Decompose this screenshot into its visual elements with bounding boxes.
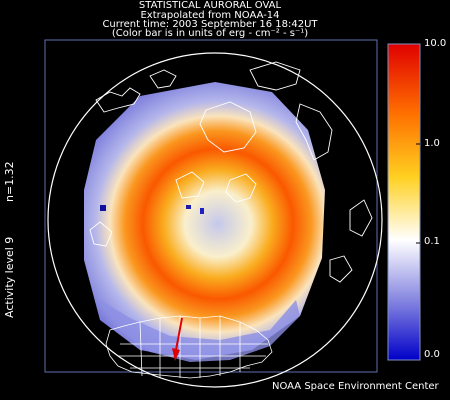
- plot-frame: [44, 39, 378, 373]
- colorbar-tick-1: 1.0: [424, 138, 440, 149]
- credit-text: NOAA Space Environment Center: [272, 381, 439, 392]
- colorbar-tick-min: 0.0: [424, 349, 440, 360]
- location-arrow: [172, 317, 183, 361]
- colorbar-tick-01: 0.1: [424, 236, 440, 247]
- units-line: (Color bar is in units of erg - cm⁻² - s…: [111, 28, 309, 39]
- map-title: STATISTICAL AURORAL OVAL: [138, 0, 282, 11]
- auroral-oval: [84, 82, 325, 362]
- color-bar-ticks: [416, 143, 420, 244]
- globe-outline: [47, 52, 383, 388]
- current-time-line: Current time: 2003 September 16 18:42UT: [102, 19, 318, 30]
- colorbar-tick-max: 10.0: [424, 38, 447, 49]
- color-bar: [387, 43, 421, 361]
- north-america-outline: [105, 315, 273, 379]
- data-source-line: Extrapolated from NOAA-14: [140, 10, 280, 21]
- coastlines: [89, 61, 373, 283]
